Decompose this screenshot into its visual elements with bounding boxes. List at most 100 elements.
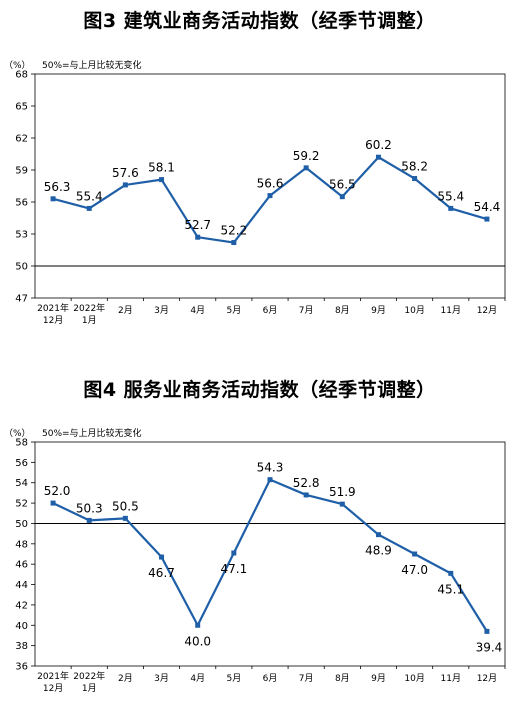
chart4-data-label: 52.8 <box>293 476 320 490</box>
chart3-data-label: 56.6 <box>257 177 284 191</box>
chart3-y-tick-label: 53 <box>15 230 28 241</box>
chart4-y-tick-label: 52 <box>15 499 28 510</box>
chart4-services-index: （%） 50%=与上月比较无变化 36 38 40 42 44 46 48 50 52 54 56 58 2… <box>4 427 506 694</box>
chart4-data-point <box>50 500 56 506</box>
chart3-data-point <box>484 216 490 222</box>
chart4-data-label: 50.3 <box>76 501 103 515</box>
chart3-data-point <box>231 240 237 246</box>
chart4-data-point <box>412 551 418 557</box>
chart4-data-label: 40.0 <box>184 634 211 648</box>
chart4-x-label: 2月 <box>118 673 133 684</box>
chart3-data-point <box>339 194 345 200</box>
chart3-x-label: 7月 <box>299 305 314 316</box>
chart3-data-label: 52.7 <box>184 218 211 232</box>
chart4-x-label: 5月 <box>226 673 241 684</box>
chart3-data-point <box>50 196 56 202</box>
chart3-x-label: 11月 <box>441 305 461 316</box>
chart4-data-label: 54.3 <box>257 461 284 475</box>
chart4-data-label: 47.1 <box>220 562 247 576</box>
chart4-data-point <box>231 550 237 556</box>
chart3-data-label: 58.2 <box>401 160 428 174</box>
chart4-data-point <box>375 532 381 538</box>
chart3-construction-index: （%） 50%=与上月比较无变化47505356596265682021年12月2… <box>4 59 506 326</box>
chart4-x-label-line1: 2022年 <box>73 670 105 682</box>
chart4-y-tick-label: 38 <box>15 641 28 652</box>
chart3-plot-frame <box>34 73 506 299</box>
chart3-x-label-line2: 12月 <box>43 315 63 326</box>
chart3-y-tick-label: 68 <box>15 70 28 81</box>
chart4-unit-label: （%） <box>4 428 31 439</box>
chart3-y-tick-label: 50 <box>15 262 28 273</box>
chart4-x-label-line1: 2021年 <box>37 670 69 682</box>
chart3-data-label: 52.2 <box>220 224 247 238</box>
chart4-data-label: 50.5 <box>112 499 139 513</box>
chart3-x-label: 4月 <box>190 305 205 316</box>
chart3-x-label: 8月 <box>335 305 350 316</box>
chart4-y-tick-label: 54 <box>15 478 28 489</box>
chart3-data-point <box>267 193 273 199</box>
chart3-y-tick-label: 47 <box>15 294 28 305</box>
chart4-y-tick-label: 58 <box>15 438 28 449</box>
chart3-x-label-line2: 1月 <box>82 315 97 326</box>
chart4-y-tick-label: 48 <box>15 539 28 550</box>
chart4-data-label: 47.0 <box>401 563 428 577</box>
chart4-x-label: 6月 <box>263 673 278 684</box>
chart4-title: 图4 服务业商务活动指数（经季节调整） <box>83 379 436 401</box>
chart4-data-label: 45.1 <box>437 582 464 596</box>
chart4-y-tick-label: 46 <box>15 560 28 571</box>
chart4-data-label: 39.4 <box>476 640 503 654</box>
chart3-x-label-line1: 2022年 <box>73 302 105 314</box>
chart3-unit-label: （%） <box>4 60 31 71</box>
chart4-x-label: 11月 <box>441 673 461 684</box>
chart4-data-label: 51.9 <box>329 485 356 499</box>
chart4-y-tick-label: 36 <box>15 662 28 673</box>
chart3-data-point <box>195 234 201 240</box>
chart4-data-point <box>122 515 128 521</box>
chart4-x-label: 4月 <box>190 673 205 684</box>
chart3-data-label: 56.3 <box>44 180 71 194</box>
chart3-data-point <box>448 205 454 211</box>
chart3-data-point <box>375 154 381 160</box>
chart4-note: 50%=与上月比较无变化 <box>42 427 142 439</box>
chart4-y-tick-label: 50 <box>15 519 28 530</box>
chart4-data-label: 52.0 <box>44 484 71 498</box>
chart3-y-tick-label: 62 <box>15 134 28 145</box>
chart3-x-label: 5月 <box>226 305 241 316</box>
chart4-data-point <box>303 492 309 498</box>
chart3-y-tick-label: 59 <box>15 166 28 177</box>
chart3-y-tick-label: 56 <box>15 198 28 209</box>
chart4-data-label: 46.7 <box>148 566 175 580</box>
chart4-data-point <box>484 628 490 634</box>
chart3-data-label: 56.5 <box>329 178 356 192</box>
chart3-data-label: 57.6 <box>112 166 139 180</box>
chart3-data-point <box>159 177 165 183</box>
chart4-data-point <box>195 622 201 628</box>
chart4-y-tick-label: 42 <box>15 600 28 611</box>
chart4-data-label: 48.9 <box>365 544 392 558</box>
chart4-data-point <box>267 477 273 483</box>
chart4-y-tick-label: 44 <box>15 580 28 591</box>
chart4-data-point <box>448 570 454 576</box>
chart3-data-label: 60.2 <box>365 138 392 152</box>
chart4-x-label: 12月 <box>477 673 497 684</box>
chart3-data-label: 55.4 <box>76 189 103 203</box>
chart4-x-label-line2: 12月 <box>43 683 63 694</box>
chart4-x-label: 9月 <box>371 673 386 684</box>
chart4-x-label-line2: 1月 <box>82 683 97 694</box>
chart4-x-label: 3月 <box>154 673 169 684</box>
chart4-data-point <box>339 501 345 507</box>
chart4-y-tick-label: 40 <box>15 621 28 632</box>
chart3-data-point <box>86 205 92 211</box>
chart3-x-label-line1: 2021年 <box>37 302 69 314</box>
chart3-title: 图3 建筑业商务活动指数（经季节调整） <box>83 10 436 32</box>
chart3-data-label: 54.4 <box>474 200 501 214</box>
chart3-data-point <box>303 165 309 171</box>
chart4-x-label: 7月 <box>299 673 314 684</box>
chart3-x-label: 2月 <box>118 305 133 316</box>
chart3-data-label: 59.2 <box>293 149 320 163</box>
chart3-data-point <box>122 182 128 188</box>
chart3-data-label: 58.1 <box>148 161 175 175</box>
chart3-data-label: 55.4 <box>437 189 464 203</box>
chart4-plot-frame <box>34 441 506 667</box>
chart3-x-label: 3月 <box>154 305 169 316</box>
